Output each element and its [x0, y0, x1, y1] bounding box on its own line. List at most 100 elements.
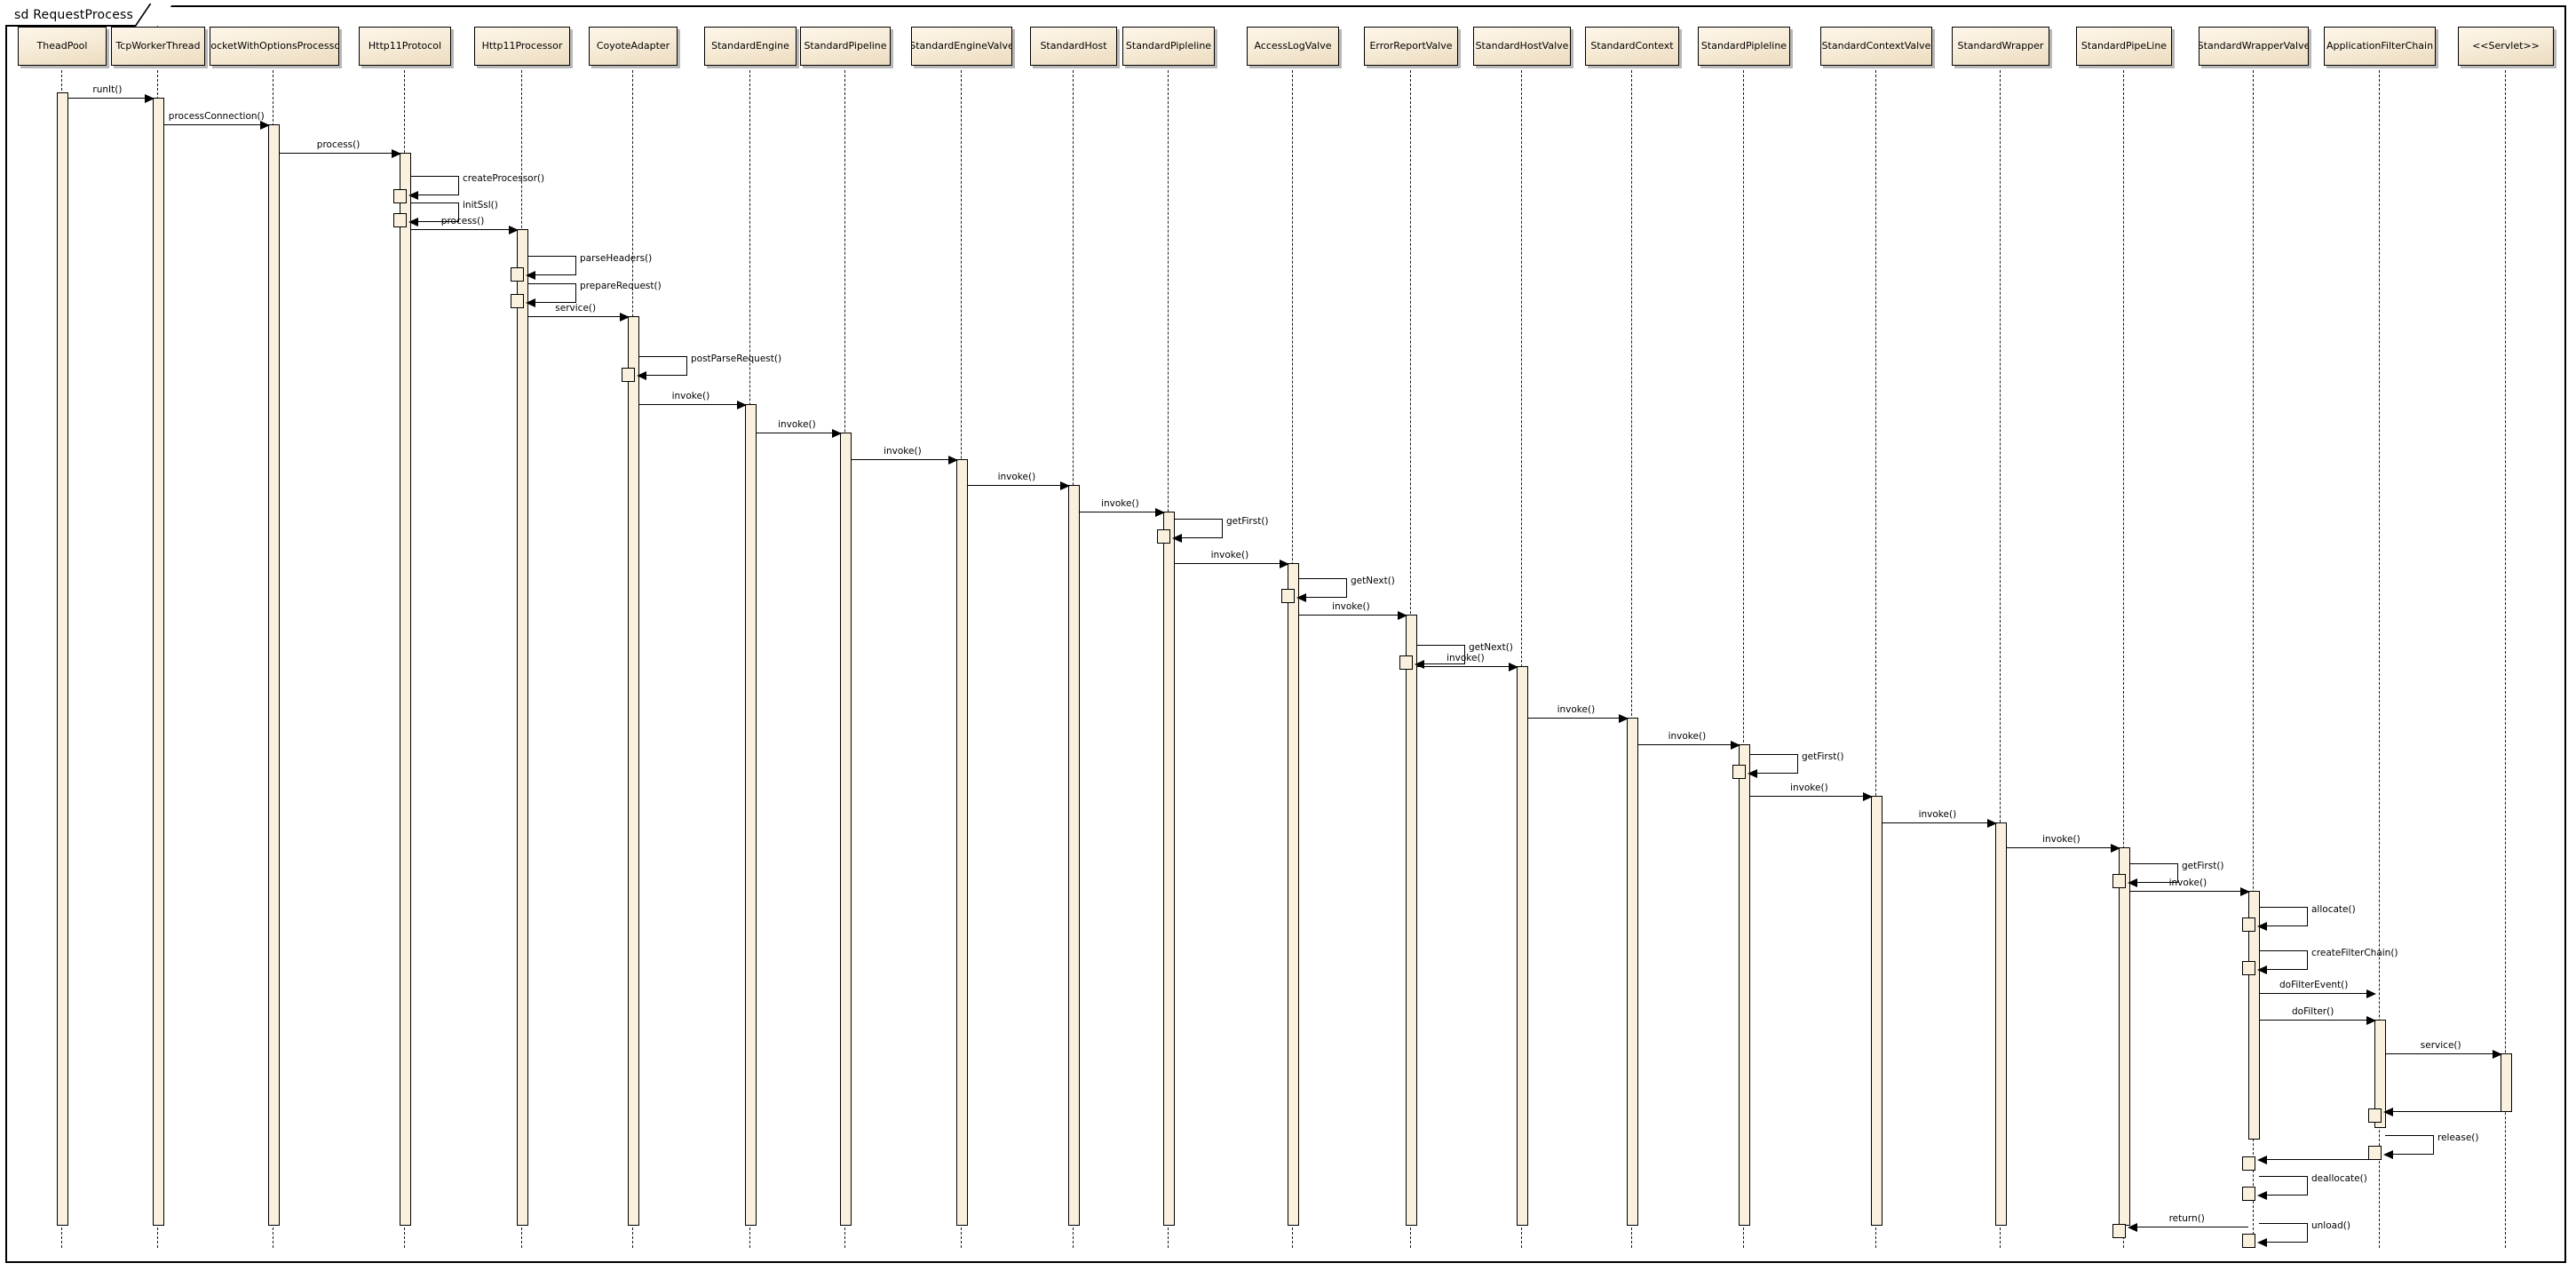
arrow-head-m-invoke-12 [1987, 818, 1997, 828]
nested-activation-nest-allocate [2242, 918, 2255, 932]
lifeline-stem-applicationfilterchain [2379, 66, 2381, 1248]
lifeline-head-standardcontextvalve[interactable]: StandardContextValve [1820, 27, 1932, 66]
arrow-head-m-release [2383, 1150, 2393, 1159]
lifeline-stem-standardcontext [1631, 66, 1633, 1248]
lifeline-label: StandardPipleline [1125, 39, 1212, 52]
lifeline-head-accesslogvalve[interactable]: AccessLogValve [1247, 27, 1339, 66]
message-label-m-getfirst-3: getFirst() [2182, 861, 2224, 871]
lifeline-head-standardpipleline3[interactable]: StandardPipleline [1698, 27, 1790, 66]
nested-activation-nest-createprocessor [393, 189, 407, 203]
lifeline-stem-standardpipleline3 [1743, 66, 1745, 1248]
arrow-head-m-invoke-3 [948, 455, 958, 465]
message-line-m-invoke-12 [1882, 822, 1995, 823]
self-message-loop-m-release [2385, 1135, 2434, 1155]
message-label-m-invoke-1: invoke() [671, 391, 710, 401]
message-label-m-preparerequest: prepareRequest() [580, 281, 662, 291]
lifeline-label: StandardWrapper [1957, 39, 2044, 52]
message-line-m-processconnection [163, 124, 268, 125]
lifeline-head-tcpworkerthread[interactable]: TcpWorkerThread [111, 27, 205, 66]
lifeline-head-threadpool[interactable]: TheadPool [18, 27, 107, 66]
activation-bar-standardhostvalve [1516, 666, 1528, 1226]
message-label-m-release: release() [2437, 1132, 2479, 1143]
nested-activation-nest-wv-return [2242, 1156, 2255, 1171]
lifeline-head-coyoteadapter[interactable]: CoyoteAdapter [589, 27, 678, 66]
lifeline-head-http11processor[interactable]: Http11Processor [474, 27, 570, 66]
activation-bar-standardcontext [1626, 718, 1638, 1226]
lifeline-label: AccessLogValve [1254, 39, 1332, 52]
lifeline-head-standardhost[interactable]: StandardHost [1030, 27, 1117, 66]
arrow-head-m-invoke-14 [2240, 886, 2250, 896]
arrow-head-m-process-2 [509, 225, 519, 234]
lifeline-head-standardwrapper[interactable]: StandardWrapper [1952, 27, 2049, 66]
nested-activation-nest-release [2368, 1146, 2382, 1160]
arrow-head-m-getfirst-3 [2128, 878, 2137, 887]
message-line-m-invoke-10 [1637, 744, 1739, 745]
lifeline-head-standardpipeline1[interactable]: StandardPipeline [800, 27, 891, 66]
self-message-loop-m-getnext-2 [1416, 645, 1465, 664]
message-label-m-service-1: service() [555, 303, 597, 314]
lifeline-label: StandardContextValve [1821, 39, 1931, 52]
nested-activation-nest-servlet-return [2368, 1108, 2382, 1123]
arrow-head-m-invoke-6 [1280, 559, 1289, 568]
message-label-m-createfilterchain: createFilterChain() [2311, 948, 2398, 958]
message-label-m-runit: runIt() [92, 84, 123, 95]
arrow-head-m-service-2 [2493, 1049, 2502, 1059]
message-label-m-invoke-6: invoke() [1210, 550, 1249, 560]
arrow-head-m-processconnection [260, 120, 270, 130]
arrow-head-m-postparserequest [637, 371, 646, 380]
lifeline-head-standardhostvalve[interactable]: StandardHostValve [1473, 27, 1571, 66]
lifeline-head-applicationfilterchain[interactable]: ApplicationFilterChain [2324, 27, 2436, 66]
activation-bar-standardhost [1067, 485, 1080, 1226]
self-message-loop-m-deallocate [2259, 1176, 2308, 1196]
message-label-m-getfirst-1: getFirst() [1226, 516, 1269, 527]
lifeline-label: TheadPool [36, 39, 88, 52]
lifeline-stem-servlet [2505, 66, 2507, 1248]
activation-bar-standardpipeline1 [839, 433, 852, 1226]
lifeline-head-standardenginevalve[interactable]: StandardEngineValve [911, 27, 1012, 66]
lifeline-head-standardpipeline4[interactable]: StandardPipeLine [2076, 27, 2172, 66]
message-label-m-unload: unload() [2311, 1220, 2350, 1231]
lifeline-stem-standardpipeline4 [2123, 66, 2125, 1248]
message-label-m-getfirst-2: getFirst() [1802, 751, 1844, 762]
arrow-head-m-createfilterchain [2257, 965, 2267, 974]
message-label-m-postparserequest: postParseRequest() [691, 353, 782, 364]
message-label-m-invoke-10: invoke() [1668, 731, 1707, 742]
self-message-loop-m-postparserequest [638, 356, 687, 376]
lifeline-stem-standardwrapper [2000, 66, 2001, 1248]
arrow-head-m-invoke-10 [1731, 740, 1740, 750]
lifeline-head-standardengine[interactable]: StandardEngine [704, 27, 797, 66]
lifeline-label: StandardHostValve [1475, 39, 1569, 52]
lifeline-head-standardpipleline2[interactable]: StandardPipleline [1122, 27, 1215, 66]
message-label-m-initssl: initSsl() [463, 200, 498, 211]
lifeline-head-standardcontext[interactable]: StandardContext [1585, 27, 1679, 66]
message-label-m-invoke-7: invoke() [1332, 601, 1370, 612]
message-label-m-invoke-8: invoke() [1447, 653, 1485, 663]
arrow-head-m-createprocessor [408, 191, 418, 200]
message-label-m-invoke-12: invoke() [1918, 809, 1957, 820]
arrow-head-m-invoke-5 [1155, 507, 1165, 517]
lifeline-head-http11protocol[interactable]: Http11Protocol [359, 27, 451, 66]
self-message-loop-m-getnext-1 [1298, 578, 1347, 598]
lifeline-head-socketwithoptions[interactable]: SocketWithOptionsProcessor [210, 27, 339, 66]
activation-bar-threadpool [56, 92, 68, 1226]
diagram-frame-border [5, 5, 2566, 1263]
nested-activation-nest-getnext-1 [1281, 589, 1295, 603]
arrow-head-m-afc-return [2257, 1155, 2267, 1164]
lifeline-label: ErrorReportValve [1369, 39, 1453, 52]
lifeline-head-errorreportvalve[interactable]: ErrorReportValve [1364, 27, 1458, 66]
arrow-head-m-invoke-13 [2111, 843, 2120, 853]
arrow-head-m-runit [145, 93, 155, 103]
lifeline-head-standardwrappervalve[interactable]: StandardWrapperValve [2199, 27, 2309, 66]
message-label-m-process-1: process() [316, 139, 361, 150]
message-label-m-invoke-13: invoke() [2042, 834, 2081, 845]
self-message-loop-m-getfirst-3 [2129, 863, 2178, 883]
activation-bar-standardwrappervalve [2247, 891, 2260, 1140]
message-line-m-invoke-9 [1527, 718, 1627, 719]
lifeline-label: StandardEngine [711, 39, 789, 52]
nested-activation-nest-parseheaders [511, 267, 524, 282]
lifeline-head-servlet[interactable]: <<Servlet>> [2458, 27, 2554, 66]
lifeline-stem-standardwrappervalve [2253, 66, 2255, 1248]
message-label-m-getnext-2: getNext() [1469, 642, 1513, 653]
activation-bar-standardpipleline3 [1738, 744, 1750, 1226]
arrow-head-m-invoke-9 [1619, 713, 1629, 723]
